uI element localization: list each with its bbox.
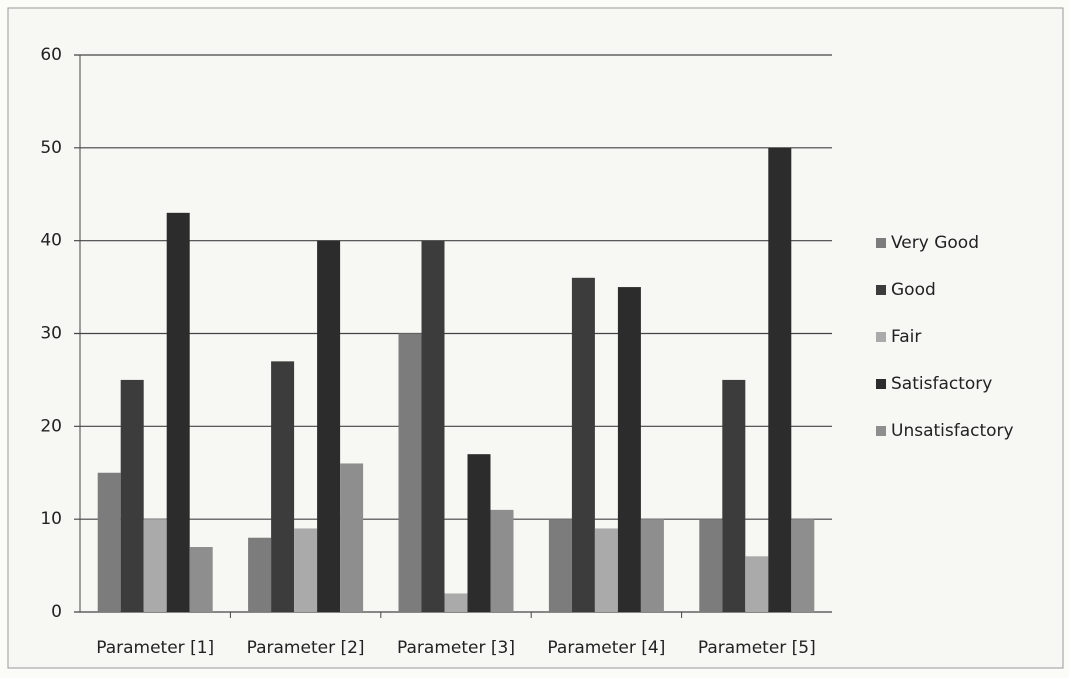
bar: [745, 556, 769, 612]
y-tick-label: 0: [51, 602, 62, 622]
bar: [317, 240, 341, 612]
y-tick-label: 50: [40, 138, 62, 158]
bar: [166, 212, 190, 613]
legend-label: Good: [891, 280, 936, 300]
bar: [444, 593, 468, 612]
bar: [340, 463, 364, 612]
x-tick-label: Parameter [2]: [247, 638, 365, 658]
bar: [294, 528, 318, 612]
x-tick-label: Parameter [3]: [397, 638, 515, 658]
bar: [594, 528, 618, 612]
bar: [617, 287, 641, 612]
legend-label: Unsatisfactory: [891, 421, 1014, 441]
legend-label: Fair: [891, 327, 921, 347]
bar: [143, 519, 167, 612]
bar: [548, 519, 572, 612]
x-tick-label: Parameter [5]: [698, 638, 816, 658]
x-tick-label: Parameter [4]: [547, 638, 665, 658]
legend-swatch: [876, 379, 886, 389]
bar: [722, 379, 746, 612]
legend-swatch: [876, 332, 886, 342]
bar: [248, 537, 272, 612]
bar: [768, 147, 792, 613]
bar: [421, 240, 445, 612]
bar: [120, 379, 144, 612]
bar: [398, 333, 422, 612]
x-tick-label: Parameter [1]: [96, 638, 214, 658]
legend-swatch: [876, 285, 886, 295]
legend-swatch: [876, 426, 886, 436]
bar: [467, 454, 491, 612]
y-tick-label: 10: [40, 509, 62, 529]
y-tick-label: 20: [40, 416, 62, 436]
legend-label: Satisfactory: [891, 374, 992, 394]
bar: [97, 472, 121, 612]
bar: [791, 519, 815, 612]
bar: [699, 519, 723, 612]
y-tick-label: 60: [40, 45, 62, 65]
legend-label: Very Good: [891, 233, 979, 253]
y-tick-label: 40: [40, 231, 62, 251]
bar: [189, 547, 213, 612]
bar: [571, 277, 595, 612]
bar: [640, 519, 664, 612]
bar: [271, 361, 295, 612]
y-tick-label: 30: [40, 324, 62, 344]
legend-swatch: [876, 238, 886, 248]
bar: [490, 509, 514, 612]
